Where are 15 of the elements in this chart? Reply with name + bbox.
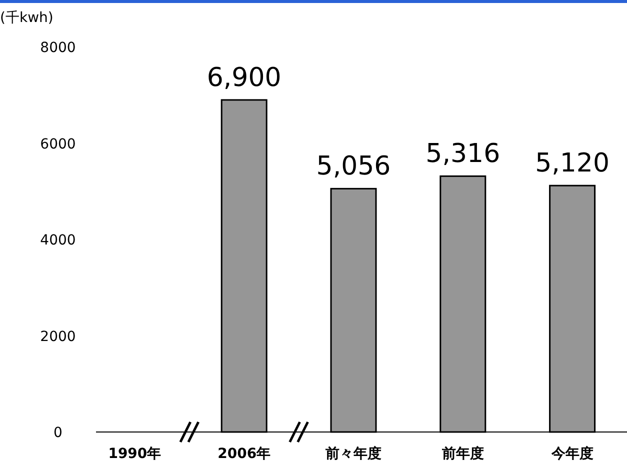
x-tick-label: 1990年 (108, 446, 162, 462)
y-tick-label: 2000 (40, 328, 76, 345)
y-tick-label: 6000 (40, 136, 76, 152)
x-tick-label: 2006年 (218, 446, 271, 462)
y-tick-label: 0 (54, 425, 62, 441)
data-label: 5,120 (535, 148, 610, 179)
data-label: 6,900 (206, 62, 282, 93)
x-tick-label: 前々年度 (324, 445, 382, 462)
data-label: 5,056 (316, 152, 391, 182)
y-tick-label: 4000 (40, 232, 76, 248)
x-tick-label: 今年度 (550, 445, 594, 462)
data-label: 5,316 (426, 139, 500, 170)
y-axis-title: (千kwh) (0, 10, 54, 26)
x-tick-label: 前年度 (440, 445, 484, 462)
y-tick-label: 8000 (40, 40, 76, 56)
